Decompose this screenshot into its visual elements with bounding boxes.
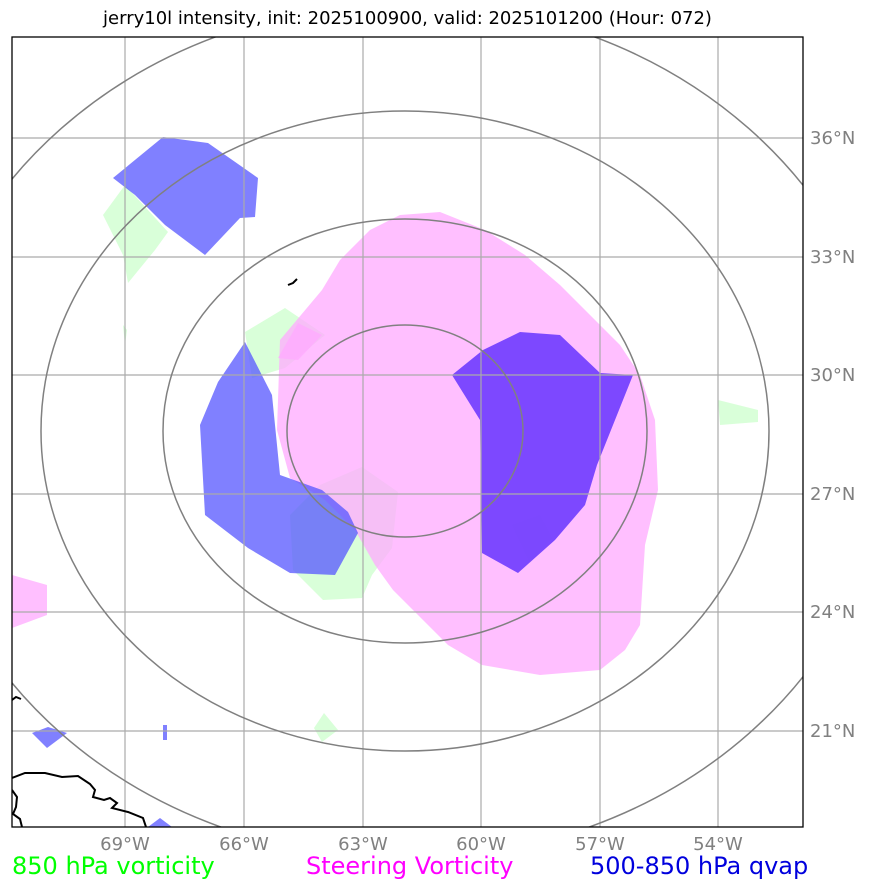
qvap-area [113,137,258,255]
lon-label: 66°W [219,834,269,855]
coastlines [12,278,298,827]
steering-vorticity-layer [12,212,658,675]
plot-title: jerry10l intensity, init: 2025100900, va… [103,8,712,29]
qvap-area [148,818,172,827]
steering-vorticity-area [277,212,658,675]
range-ring [40,110,770,752]
lon-label: 60°W [456,834,506,855]
lat-label: 27°N [810,484,855,505]
qvap-area [200,342,358,575]
longitude-labels: 69°W 66°W 63°W 60°W 57°W 54°W [100,834,743,855]
range-ring [162,218,648,644]
lat-label: 30°N [810,365,855,386]
lon-label: 54°W [693,834,743,855]
qvap-layer [32,137,633,827]
map-frame [11,36,804,828]
range-rings [12,37,803,827]
lon-label: 69°W [100,834,150,855]
lat-label: 24°N [810,602,855,623]
vorticity-850-area [718,400,758,425]
legend-qvap: 500-850 hPa qvap [590,852,809,880]
legend-steering-vorticity: Steering Vorticity [306,852,514,880]
range-ring [286,324,524,538]
graticule [12,37,803,827]
lat-label: 21°N [810,721,855,742]
qvap-area [452,332,633,573]
coastline-island [287,278,298,286]
steering-vorticity-area [278,323,322,360]
lon-label: 57°W [575,834,625,855]
lat-label: 33°N [810,247,855,268]
vorticity-850-area [314,713,338,742]
qvap-area [32,727,67,748]
map-panel [12,37,803,827]
coastline-mainland [12,695,147,827]
lat-label: 36°N [810,128,855,149]
lon-label: 63°W [338,834,388,855]
qvap-area [163,725,167,740]
legend-850-vorticity: 850 hPa vorticity [12,852,215,880]
latitude-labels: 36°N 33°N 30°N 27°N 24°N 21°N [810,128,855,742]
vorticity-850-area [103,185,168,283]
steering-vorticity-area [12,575,47,628]
